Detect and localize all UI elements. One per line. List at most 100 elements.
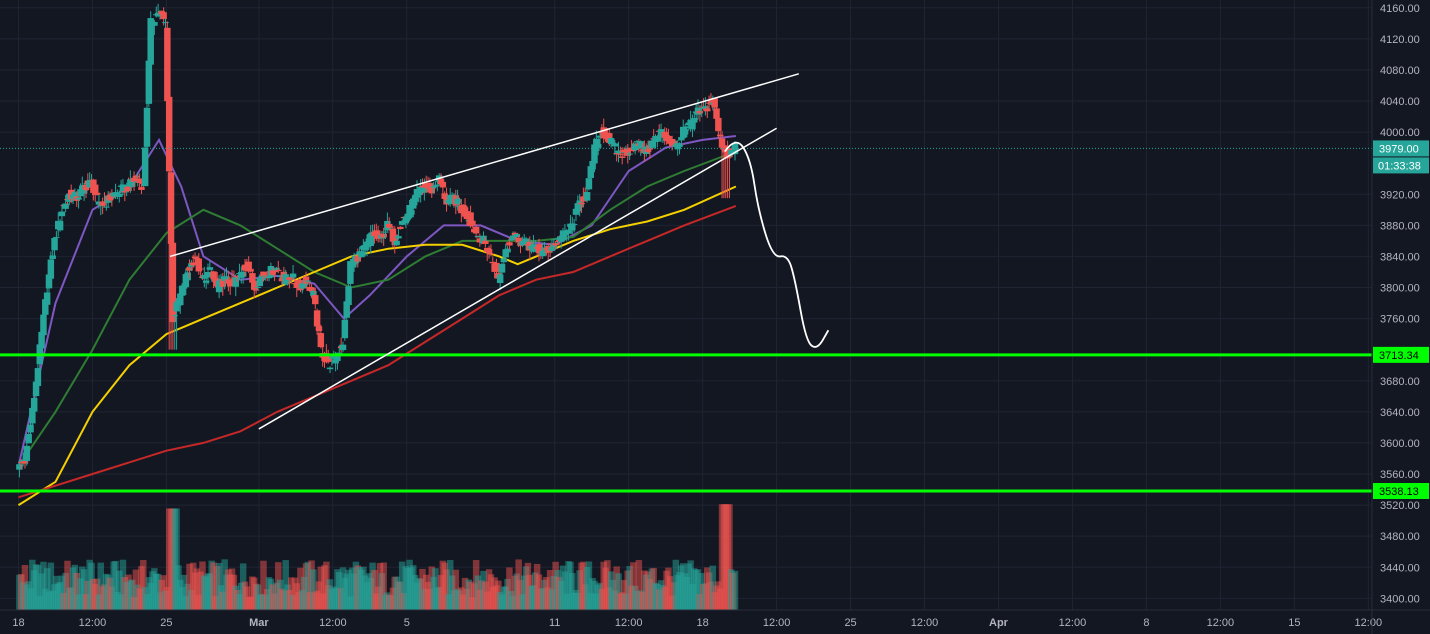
- x-tick-label: 12:00: [763, 617, 791, 629]
- candle-body: [644, 149, 652, 153]
- candle-body: [670, 140, 678, 144]
- volume-bar: [467, 581, 474, 610]
- candle-body: [256, 278, 264, 287]
- volume-bar: [506, 567, 513, 610]
- candle-body: [373, 230, 380, 236]
- candle-body: [210, 271, 217, 280]
- candle-body: [665, 135, 672, 141]
- candle-body: [143, 107, 151, 147]
- volume-bar: [667, 576, 674, 610]
- candle-body: [51, 237, 58, 251]
- candle-body: [191, 256, 199, 259]
- candle-body: [47, 259, 55, 279]
- candle-body: [193, 257, 201, 259]
- candle-body: [141, 147, 149, 187]
- horizontal-levels[interactable]: 3713.34 3538.13 3979.00 01:33:38: [0, 140, 1429, 500]
- y-tick-label: 3520.00: [1380, 500, 1420, 512]
- candle-body: [130, 177, 138, 182]
- drawings[interactable]: [169, 73, 830, 430]
- candle-body: [186, 267, 193, 271]
- volume-bar: [73, 572, 80, 610]
- candles: [16, 3, 739, 478]
- candle-body: [164, 27, 171, 102]
- candle-body: [624, 148, 631, 156]
- candle-body: [116, 193, 123, 197]
- candle-body: [600, 127, 607, 139]
- level-tag: [1373, 346, 1429, 363]
- candle-body: [93, 192, 101, 195]
- candle-body: [136, 178, 143, 184]
- candle-body: [339, 344, 347, 351]
- candle-body: [25, 433, 32, 444]
- candle-body: [45, 274, 53, 289]
- countdown-tag: [1373, 157, 1429, 174]
- y-tick-label: 3440.00: [1380, 562, 1420, 574]
- candle-body: [138, 187, 145, 190]
- candle-body: [56, 221, 64, 231]
- candle-body: [43, 292, 51, 305]
- candle-body: [408, 210, 415, 215]
- candle-body: [469, 220, 476, 226]
- x-tick-label: 5: [404, 617, 410, 629]
- x-tick-label: 25: [844, 617, 856, 629]
- candle-body: [361, 245, 369, 251]
- candle-body: [324, 356, 332, 362]
- candle-body: [428, 186, 435, 194]
- volume-bar: [615, 573, 622, 610]
- volume-bar: [371, 569, 378, 610]
- candle-body: [16, 464, 23, 470]
- y-tick-label: 3760.00: [1380, 314, 1420, 326]
- y-tick-label: 4080.00: [1380, 65, 1420, 77]
- candle-body: [500, 258, 508, 263]
- candle-body: [82, 184, 90, 191]
- candle-body: [426, 183, 434, 187]
- candle-body: [411, 195, 419, 202]
- candle-body: [606, 133, 613, 143]
- volume-bar: [64, 560, 71, 610]
- volume-bar: [193, 568, 201, 610]
- candle-body: [30, 398, 38, 412]
- level-tag: [1373, 483, 1429, 500]
- candle-body: [482, 240, 489, 244]
- candle-body: [308, 287, 315, 292]
- y-tick-label: 4120.00: [1380, 34, 1420, 46]
- candle-body: [532, 244, 539, 247]
- price-tag-label: 3979.00: [1379, 143, 1419, 155]
- candle-body: [367, 233, 374, 247]
- candle-body: [341, 319, 349, 339]
- candle-body: [32, 381, 40, 397]
- x-tick-label: 12:00: [79, 617, 107, 629]
- volume-bar: [93, 578, 101, 610]
- candle-body: [419, 185, 426, 188]
- candle-body: [550, 244, 558, 249]
- candle-body: [637, 141, 644, 149]
- candle-body: [480, 235, 487, 244]
- candle-body: [27, 424, 34, 433]
- volume-bar: [709, 565, 717, 610]
- candle-body: [607, 138, 615, 145]
- y-tick-label: 3480.00: [1380, 531, 1420, 543]
- candle-body: [467, 212, 474, 227]
- candle-body: [459, 204, 467, 210]
- candle-body: [245, 261, 252, 272]
- volume-bar: [116, 570, 123, 610]
- candle-body: [317, 333, 325, 348]
- countdown-tag-label: 01:33:38: [1378, 160, 1421, 172]
- candle-body: [585, 178, 593, 190]
- candle-body: [718, 138, 726, 148]
- candle-body: [447, 195, 454, 205]
- volume-bar: [180, 574, 188, 610]
- candle-body: [169, 242, 177, 323]
- volume-bar: [40, 561, 47, 610]
- candle-body: [40, 314, 47, 336]
- volume-bars: [16, 504, 739, 610]
- x-tick-label: 15: [1288, 617, 1300, 629]
- x-tick-label: 12:00: [911, 617, 939, 629]
- candle-body: [702, 106, 709, 109]
- candle-body: [34, 368, 42, 386]
- candle-body: [385, 223, 393, 228]
